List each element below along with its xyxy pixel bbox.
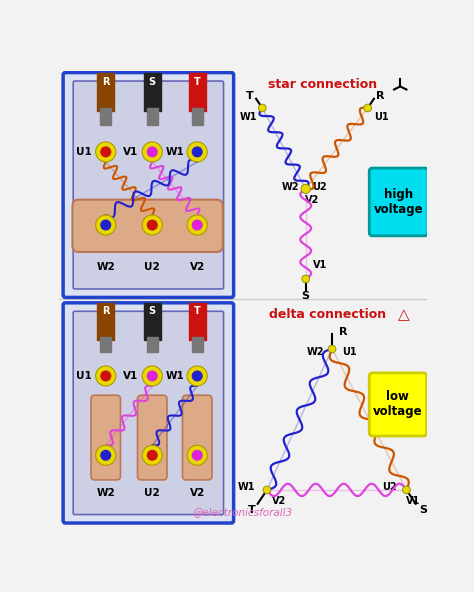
Circle shape [402, 486, 410, 494]
Text: U1: U1 [342, 347, 356, 357]
Circle shape [187, 366, 207, 386]
Circle shape [142, 445, 162, 465]
Circle shape [96, 142, 116, 162]
FancyBboxPatch shape [63, 73, 234, 297]
FancyBboxPatch shape [369, 168, 428, 236]
Text: V1: V1 [123, 371, 138, 381]
Text: W1: W1 [166, 147, 185, 157]
Text: @electronicsforall3: @electronicsforall3 [193, 507, 293, 517]
Text: R: R [338, 327, 347, 337]
Text: T: T [194, 306, 201, 316]
FancyBboxPatch shape [73, 81, 224, 289]
Text: △: △ [398, 307, 409, 322]
Circle shape [96, 215, 116, 235]
Text: star connection: star connection [268, 78, 377, 91]
Text: V1: V1 [406, 496, 420, 506]
FancyBboxPatch shape [73, 200, 223, 252]
Circle shape [142, 366, 162, 386]
Bar [147, 337, 158, 352]
Circle shape [302, 275, 310, 283]
Bar [144, 303, 161, 340]
Text: V2: V2 [190, 488, 205, 498]
FancyBboxPatch shape [369, 373, 427, 436]
Text: U1: U1 [76, 371, 92, 381]
Circle shape [101, 371, 110, 381]
Circle shape [263, 486, 271, 494]
Text: V1: V1 [123, 147, 138, 157]
Circle shape [96, 445, 116, 465]
Circle shape [258, 104, 266, 112]
Text: low
voltage: low voltage [373, 391, 423, 419]
Text: R: R [376, 91, 384, 101]
Text: V2: V2 [305, 195, 319, 205]
Text: S: S [149, 306, 156, 316]
Circle shape [101, 147, 110, 157]
Circle shape [147, 147, 157, 157]
Text: W1: W1 [238, 482, 255, 492]
Text: U1: U1 [374, 112, 389, 122]
Text: S: S [149, 77, 156, 87]
Text: U1: U1 [76, 147, 92, 157]
Bar [100, 108, 111, 125]
Text: W2: W2 [282, 182, 299, 192]
Text: U2: U2 [145, 488, 160, 498]
Text: W2: W2 [96, 488, 115, 498]
Text: R: R [102, 306, 109, 316]
Circle shape [328, 345, 336, 353]
Circle shape [142, 215, 162, 235]
Circle shape [101, 451, 110, 460]
Circle shape [147, 371, 157, 381]
Circle shape [101, 220, 110, 230]
Text: U2: U2 [312, 182, 327, 192]
Circle shape [187, 215, 207, 235]
Text: W2: W2 [306, 347, 324, 357]
Text: T: T [194, 77, 201, 87]
Text: R: R [102, 77, 109, 87]
Text: W1: W1 [166, 371, 185, 381]
FancyBboxPatch shape [63, 303, 234, 523]
Text: high
voltage: high voltage [374, 188, 423, 216]
Bar [192, 108, 202, 125]
Bar [144, 73, 161, 111]
Text: W2: W2 [96, 262, 115, 272]
Text: delta connection: delta connection [269, 308, 386, 321]
Circle shape [147, 220, 157, 230]
Text: U2: U2 [145, 262, 160, 272]
Bar [97, 73, 114, 111]
Bar [147, 108, 158, 125]
Text: S: S [301, 291, 310, 301]
Bar [97, 303, 114, 340]
Circle shape [192, 371, 202, 381]
Circle shape [187, 445, 207, 465]
Circle shape [301, 184, 310, 194]
Circle shape [142, 142, 162, 162]
Bar [100, 337, 111, 352]
Text: W1: W1 [239, 112, 257, 122]
Circle shape [96, 366, 116, 386]
Bar [192, 337, 202, 352]
Circle shape [147, 451, 157, 460]
Bar [189, 73, 206, 111]
Bar [189, 303, 206, 340]
FancyBboxPatch shape [182, 395, 212, 480]
Text: V2: V2 [272, 496, 286, 506]
Text: T: T [247, 505, 255, 515]
Circle shape [192, 451, 202, 460]
Circle shape [192, 220, 202, 230]
FancyBboxPatch shape [73, 311, 224, 514]
Text: S: S [419, 505, 428, 515]
Text: U2: U2 [382, 482, 397, 492]
Text: T: T [246, 91, 254, 101]
Text: V1: V1 [312, 260, 327, 270]
FancyBboxPatch shape [137, 395, 167, 480]
FancyBboxPatch shape [91, 395, 120, 480]
Circle shape [187, 142, 207, 162]
Circle shape [192, 147, 202, 157]
Text: V2: V2 [190, 262, 205, 272]
Circle shape [364, 104, 372, 112]
